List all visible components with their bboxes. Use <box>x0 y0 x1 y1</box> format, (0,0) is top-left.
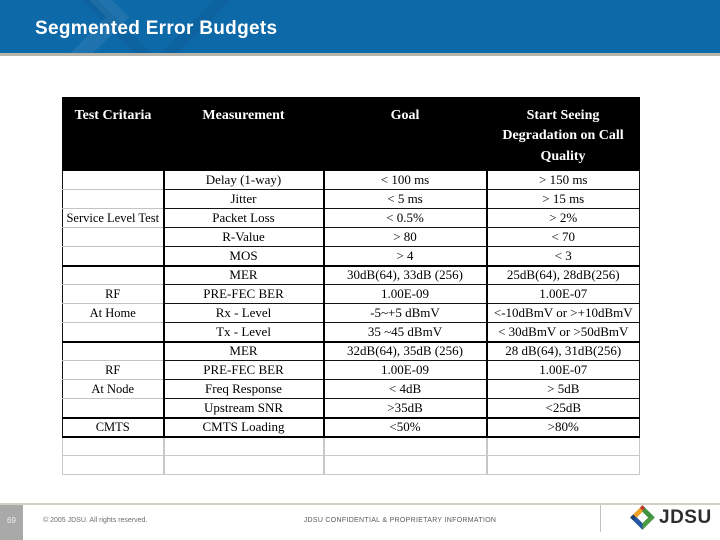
cell-degradation: <25dB <box>486 398 640 418</box>
table-row <box>62 455 640 475</box>
cell-measurement: Rx - Level <box>163 303 325 323</box>
table-row: At Node Freq Response < 4dB > 5dB <box>62 379 640 399</box>
cell-degradation: > 150 ms <box>486 170 640 190</box>
table-row: Tx - Level 35 ~45 dBmV < 30dBmV or >50dBmV <box>62 322 640 342</box>
column-header-degradation: Start Seeing Degradation on Call Quality <box>486 97 640 171</box>
cell-criteria: At Home <box>62 303 165 323</box>
cell-measurement: CMTS Loading <box>163 416 325 438</box>
jdsu-diamond-icon <box>630 505 655 530</box>
confidential-text: JDSU CONFIDENTIAL & PROPRIETARY INFORMAT… <box>303 517 497 524</box>
cell-measurement: PRE-FEC BER <box>163 360 325 380</box>
cell-measurement <box>163 436 325 456</box>
cell-goal: > 80 <box>323 227 488 247</box>
cell-goal: < 0.5% <box>323 208 488 228</box>
cell-criteria <box>62 455 165 475</box>
table-row: RF PRE-FEC BER 1.00E-09 1.00E-07 <box>62 360 640 380</box>
cell-degradation: > 15 ms <box>486 189 640 209</box>
footer-vertical-divider <box>600 505 601 532</box>
cell-measurement: Packet Loss <box>163 208 325 228</box>
table-row: RF PRE-FEC BER 1.00E-09 1.00E-07 <box>62 284 640 304</box>
cell-criteria <box>62 170 165 190</box>
column-header-test-criteria: Test Critaria <box>62 97 164 171</box>
jdsu-logo: JDSU <box>629 504 712 531</box>
cell-criteria <box>62 189 165 209</box>
cell-goal: < 5 ms <box>323 189 488 209</box>
cell-degradation: 25dB(64), 28dB(256) <box>486 264 640 285</box>
cell-goal: 1.00E-09 <box>323 284 488 304</box>
cell-criteria <box>62 340 165 361</box>
cell-measurement: Delay (1-way) <box>163 170 325 190</box>
error-budget-table: Test Critaria Measurement Goal Start See… <box>62 97 640 475</box>
cell-criteria <box>62 436 165 456</box>
cell-goal <box>323 455 488 475</box>
cell-criteria <box>62 227 165 247</box>
cell-degradation: <-10dBmV or >+10dBmV <box>486 303 640 323</box>
slide-title: Segmented Error Budgets <box>35 18 278 39</box>
cell-degradation: 1.00E-07 <box>486 360 640 380</box>
cell-measurement: MER <box>163 340 325 361</box>
table-row: Upstream SNR >35dB <25dB <box>62 398 640 418</box>
table-row: CMTS CMTS Loading <50% >80% <box>62 416 640 438</box>
cell-measurement: MER <box>163 264 325 285</box>
cell-goal: 30dB(64), 33dB (256) <box>323 264 488 285</box>
cell-degradation: >80% <box>486 416 640 438</box>
cell-goal: -5~+5 dBmV <box>323 303 488 323</box>
cell-goal <box>323 436 488 456</box>
cell-degradation: 28 dB(64), 31dB(256) <box>486 340 640 361</box>
table-row: R-Value > 80 < 70 <box>62 227 640 247</box>
cell-goal: 1.00E-09 <box>323 360 488 380</box>
footer-divider-line <box>0 503 720 505</box>
cell-measurement: Tx - Level <box>163 322 325 342</box>
column-header-goal: Goal <box>323 97 487 171</box>
cell-goal: >35dB <box>323 398 488 418</box>
cell-measurement: Freq Response <box>163 379 325 399</box>
cell-criteria: Service Level Test <box>62 208 165 228</box>
cell-criteria: At Node <box>62 379 165 399</box>
cell-goal: 32dB(64), 35dB (256) <box>323 340 488 361</box>
column-header-measurement: Measurement <box>163 97 324 171</box>
cell-degradation: > 2% <box>486 208 640 228</box>
title-bar: Segmented Error Budgets <box>0 0 720 56</box>
cell-degradation: > 5dB <box>486 379 640 399</box>
cell-criteria: RF <box>62 284 165 304</box>
cell-measurement: R-Value <box>163 227 325 247</box>
cell-measurement: Upstream SNR <box>163 398 325 418</box>
copyright-text: © 2005 JDSU. All rights reserved. <box>43 517 148 524</box>
slide-number-badge: 69 <box>0 505 23 540</box>
table-row: MOS > 4 < 3 <box>62 246 640 266</box>
cell-measurement: MOS <box>163 246 325 266</box>
cell-goal: > 4 <box>323 246 488 266</box>
cell-degradation: < 30dBmV or >50dBmV <box>486 322 640 342</box>
cell-criteria <box>62 322 165 342</box>
cell-measurement: Jitter <box>163 189 325 209</box>
cell-criteria <box>62 398 165 418</box>
table-row: MER 32dB(64), 35dB (256) 28 dB(64), 31dB(2… <box>62 340 640 361</box>
cell-degradation <box>486 436 640 456</box>
jdsu-logo-text: JDSU <box>659 506 712 528</box>
cell-criteria <box>62 264 165 285</box>
cell-goal: <50% <box>323 416 488 438</box>
error-budget-table-body: Delay (1-way) < 100 ms > 150 ms Jitter < 5 m… <box>62 170 640 475</box>
table-header-row: Test Critaria Measurement Goal Start See… <box>62 97 640 171</box>
cell-goal: < 4dB <box>323 379 488 399</box>
cell-goal: 35 ~45 dBmV <box>323 322 488 342</box>
cell-degradation: < 3 <box>486 246 640 266</box>
table-row: Delay (1-way) < 100 ms > 150 ms <box>62 170 640 190</box>
cell-degradation <box>486 455 640 475</box>
table-row: At Home Rx - Level -5~+5 dBmV <-10dBmV or >… <box>62 303 640 323</box>
cell-measurement: PRE-FEC BER <box>163 284 325 304</box>
cell-goal: < 100 ms <box>323 170 488 190</box>
cell-degradation: 1.00E-07 <box>486 284 640 304</box>
table-row: Service Level Test Packet Loss < 0.5% > 2% <box>62 208 640 228</box>
table-row: Jitter < 5 ms > 15 ms <box>62 189 640 209</box>
table-row <box>62 436 640 456</box>
cell-criteria <box>62 246 165 266</box>
table-row: MER 30dB(64), 33dB (256) 25dB(64), 28dB(25… <box>62 264 640 285</box>
cell-measurement <box>163 455 325 475</box>
cell-criteria: CMTS <box>62 416 165 438</box>
cell-degradation: < 70 <box>486 227 640 247</box>
cell-criteria: RF <box>62 360 165 380</box>
